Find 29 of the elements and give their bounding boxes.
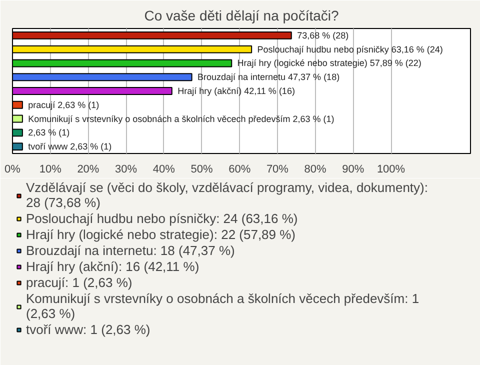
legend-label: tvoří www: 1 (2,63 %) bbox=[26, 322, 150, 337]
legend-label: Poslouchají hudbu nebo písničky: 24 (63,16 %) bbox=[26, 211, 298, 226]
data-label: 73,68 % (28) bbox=[297, 30, 349, 40]
data-label: pracují 2,63 % (1) bbox=[28, 100, 100, 110]
data-label: Hrají hry (akční) 42,11 % (16) bbox=[178, 86, 295, 96]
data-label: Hrají hry (logické nebo strategie) 57,89 % (22) bbox=[237, 58, 422, 68]
x-tick-label: 70% bbox=[266, 164, 289, 176]
x-tick-label: 80% bbox=[304, 164, 327, 176]
legend-label: pracují: 1 (2,63 %) bbox=[26, 275, 132, 290]
x-tick-label: 40% bbox=[152, 164, 176, 176]
legend-label: Hrají hry (logické nebo strategie): 22 (57,89 %) bbox=[26, 227, 296, 242]
x-tick-label: 100% bbox=[376, 164, 406, 176]
legend-label: Brouzdají na internetu: 18 (47,37 %) bbox=[26, 243, 235, 258]
x-tick-label: 30% bbox=[115, 164, 138, 176]
data-label: 2,63 % (1) bbox=[28, 128, 70, 138]
data-label: Poslouchají hudbu nebo písničky 63,16 % (24) bbox=[257, 44, 443, 54]
x-tick-label: 10% bbox=[39, 164, 62, 176]
x-tick-label: 0% bbox=[4, 164, 21, 176]
x-tick-label: 90% bbox=[342, 164, 364, 176]
data-label: tvoří www 2,63 % (1) bbox=[28, 142, 112, 152]
x-tick-label: 20% bbox=[77, 164, 100, 176]
x-tick-label: 60% bbox=[228, 164, 251, 176]
data-label: Brouzdají na internetu 47,37 % (18) bbox=[197, 72, 340, 82]
chart-title: Co vaše děti dělají na počítači? bbox=[144, 8, 339, 24]
legend-label: Hrají hry (akční): 16 (42,11 %) bbox=[26, 259, 200, 274]
x-tick-label: 50% bbox=[190, 164, 213, 176]
data-label: Komunikují s vrstevníky o osobnách a školních věcech především 2,63 % (1) bbox=[28, 114, 334, 124]
legend-label: Komunikují s vrstevníky o osobnách a školních věcech především: 1 (2,63 %) bbox=[26, 291, 420, 321]
legend-label: Vzdělávají se (věci do školy, vzdělávací programy, videa, dokumenty): 28 (73,68 %) bbox=[26, 180, 428, 210]
